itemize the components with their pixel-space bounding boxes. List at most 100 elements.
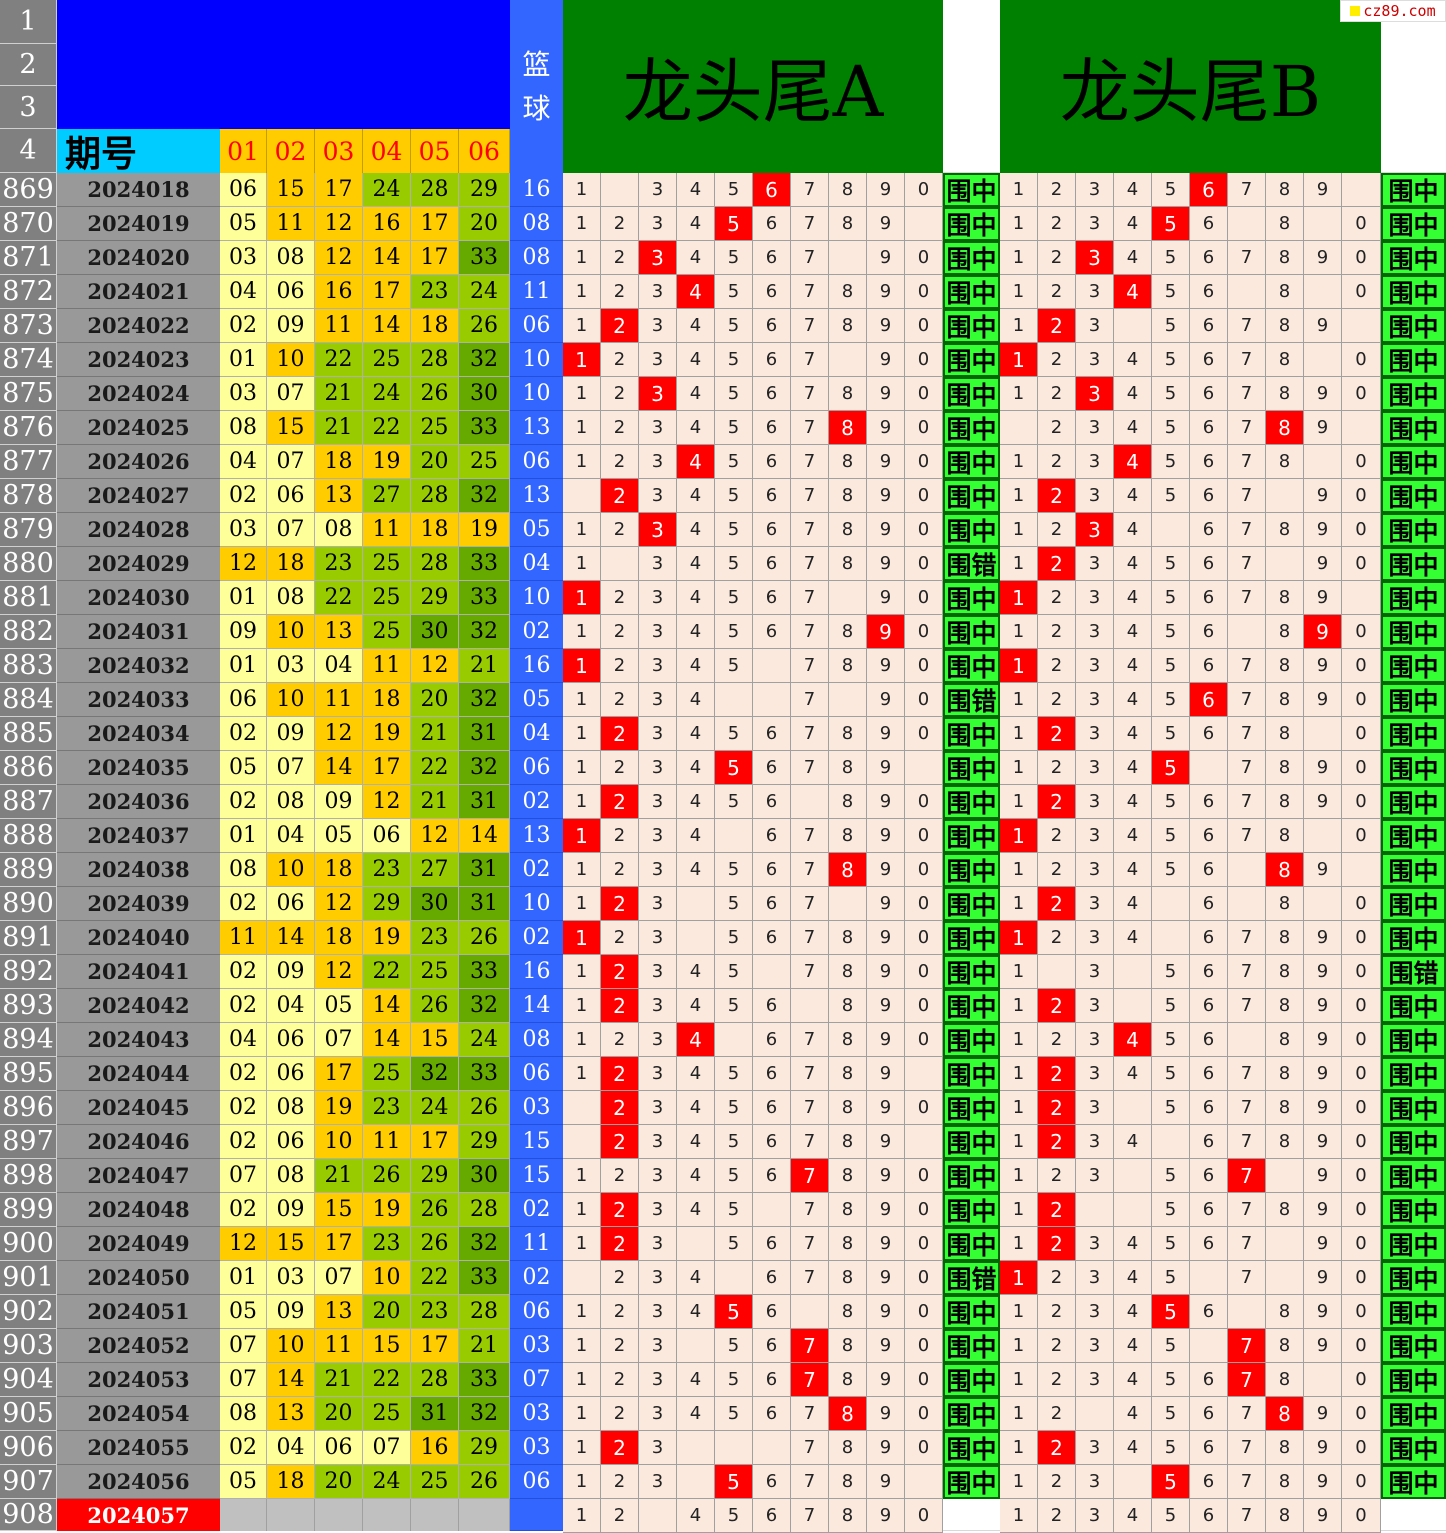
grid-b-cell: 6	[1190, 1431, 1228, 1465]
grid-b-cell: 0	[1342, 1057, 1381, 1091]
row-number[interactable]: 877	[0, 445, 57, 479]
ball-cell: 25	[459, 445, 510, 479]
row-number[interactable]: 884	[0, 683, 57, 717]
grid-b-cell-hit: 7	[1228, 1159, 1266, 1193]
row-number[interactable]: 886	[0, 751, 57, 785]
row-number[interactable]: 890	[0, 887, 57, 921]
ball-cell: 20	[459, 207, 510, 241]
row-number[interactable]: 902	[0, 1295, 57, 1329]
row-number[interactable]: 878	[0, 479, 57, 513]
basket-ball-cell: 03	[510, 1329, 563, 1363]
ball-cell: 22	[411, 751, 459, 785]
grid-a-cell: 1	[563, 207, 601, 241]
grid-b-cell: 3	[1076, 411, 1114, 445]
grid-a-cell: 9	[867, 581, 905, 615]
row-number[interactable]: 888	[0, 819, 57, 853]
row-number[interactable]: 899	[0, 1193, 57, 1227]
row-number[interactable]: 880	[0, 547, 57, 581]
grid-a-cell: 6	[753, 717, 791, 751]
result-a: 围中	[943, 581, 1000, 615]
ball-cell: 19	[315, 1091, 363, 1125]
row-number[interactable]: 895	[0, 1057, 57, 1091]
ball-cell: 09	[267, 1193, 315, 1227]
row-number[interactable]: 869	[0, 173, 57, 207]
row-number[interactable]: 887	[0, 785, 57, 819]
row-number[interactable]: 1	[0, 0, 57, 44]
row-number[interactable]: 906	[0, 1431, 57, 1465]
row-number[interactable]: 872	[0, 275, 57, 309]
row-number[interactable]: 896	[0, 1091, 57, 1125]
row-number[interactable]: 4	[0, 129, 57, 173]
grid-b-cell: 7	[1228, 1431, 1266, 1465]
grid-b-cell	[1190, 1329, 1228, 1363]
grid-b-cell: 1	[1000, 1193, 1038, 1227]
row-number[interactable]: 908	[0, 1499, 57, 1531]
grid-b-cell: 5	[1152, 1227, 1190, 1261]
grid-a-cell: 5	[715, 309, 753, 343]
row-number[interactable]: 904	[0, 1363, 57, 1397]
grid-b-cell: 3	[1076, 1465, 1114, 1499]
grid-b-cell: 8	[1266, 1125, 1304, 1159]
grid-b-cell	[1114, 1091, 1152, 1125]
grid-b-cell	[1304, 819, 1342, 853]
row-number[interactable]: 882	[0, 615, 57, 649]
row-number[interactable]: 900	[0, 1227, 57, 1261]
grid-a-cell: 7	[791, 173, 829, 207]
grid-a-cell: 0	[905, 445, 943, 479]
grid-b-cell: 3	[1076, 751, 1114, 785]
row-number[interactable]: 875	[0, 377, 57, 411]
ball-cell: 06	[267, 275, 315, 309]
row-number[interactable]: 903	[0, 1329, 57, 1363]
grid-b-cell: 2	[1038, 581, 1076, 615]
grid-a-cell: 0	[905, 1329, 943, 1363]
ball-cell: 07	[267, 445, 315, 479]
row-number[interactable]: 897	[0, 1125, 57, 1159]
ball-cell: 29	[459, 1431, 510, 1465]
grid-b-cell: 3	[1076, 1227, 1114, 1261]
grid-a-cell: 4	[677, 479, 715, 513]
grid-b-cell: 8	[1266, 887, 1304, 921]
row-number[interactable]: 870	[0, 207, 57, 241]
grid-a-cell: 9	[867, 275, 905, 309]
grid-b-cell: 2	[1038, 921, 1076, 955]
grid-a-cell: 4	[677, 1499, 715, 1533]
grid-b-cell: 1	[1000, 377, 1038, 411]
grid-b-cell: 1	[1000, 1057, 1038, 1091]
row-number[interactable]: 898	[0, 1159, 57, 1193]
row-number[interactable]: 3	[0, 86, 57, 129]
row-number[interactable]: 881	[0, 581, 57, 615]
row-number[interactable]: 874	[0, 343, 57, 377]
basket-ball-cell: 07	[510, 1363, 563, 1397]
row-number[interactable]: 879	[0, 513, 57, 547]
ball-cell: 23	[411, 275, 459, 309]
row-number[interactable]: 876	[0, 411, 57, 445]
grid-b-cell: 5	[1152, 445, 1190, 479]
row-number[interactable]: 894	[0, 1023, 57, 1057]
grid-a-cell: 2	[601, 683, 639, 717]
row-number[interactable]: 871	[0, 241, 57, 275]
row-number[interactable]: 873	[0, 309, 57, 343]
grid-b-cell: 0	[1342, 513, 1381, 547]
basket-ball-cell: 08	[510, 207, 563, 241]
row-number[interactable]: 901	[0, 1261, 57, 1295]
grid-b-cell: 4	[1114, 751, 1152, 785]
row-number[interactable]: 893	[0, 989, 57, 1023]
grid-b-cell: 8	[1266, 615, 1304, 649]
grid-b-cell: 0	[1342, 343, 1381, 377]
grid-a-cell: 3	[639, 955, 677, 989]
grid-b-cell: 4	[1114, 207, 1152, 241]
grid-b-cell: 3	[1076, 479, 1114, 513]
grid-a-cell: 9	[867, 173, 905, 207]
grid-b-cell: 0	[1342, 921, 1381, 955]
grid-b-cell-hit: 7	[1228, 1363, 1266, 1397]
row-number[interactable]: 905	[0, 1397, 57, 1431]
row-number[interactable]: 907	[0, 1465, 57, 1499]
row-number[interactable]: 885	[0, 717, 57, 751]
row-number[interactable]: 2	[0, 44, 57, 86]
ball-cell: 12	[363, 785, 411, 819]
row-number[interactable]: 883	[0, 649, 57, 683]
result-a: 围中	[943, 1193, 1000, 1227]
row-number[interactable]: 892	[0, 955, 57, 989]
row-number[interactable]: 889	[0, 853, 57, 887]
row-number[interactable]: 891	[0, 921, 57, 955]
